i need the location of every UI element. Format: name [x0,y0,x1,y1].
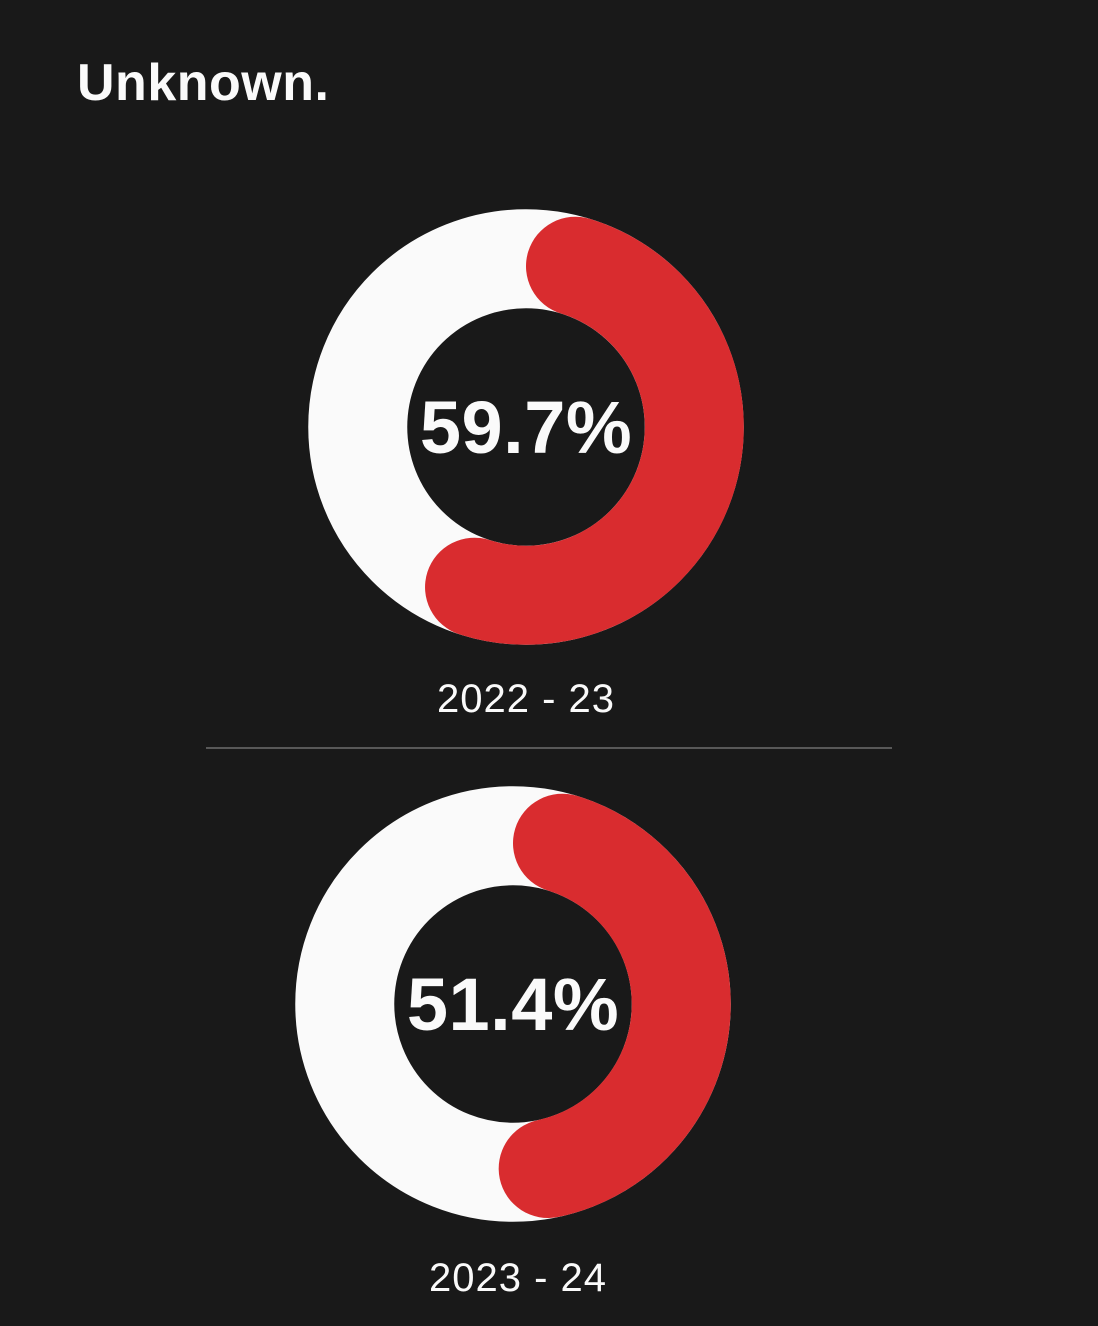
donut-value-arc [425,216,744,645]
donut-chart-2022-23: 59.7% [308,209,744,645]
chart-year-label: 2022 - 23 [436,677,616,721]
donut-chart-svg [308,209,744,645]
page-title: Unknown. [77,54,330,112]
donut-percentage-label: 51.4% [406,962,620,1046]
donut-percentage-label: 59.7% [419,385,633,469]
donut-chart-2023-24: 51.4% [295,786,731,1222]
donut-value-arc [498,793,731,1219]
chart-year-label: 2023 - 24 [428,1256,608,1300]
divider [206,747,892,749]
donut-chart-svg [295,786,731,1222]
